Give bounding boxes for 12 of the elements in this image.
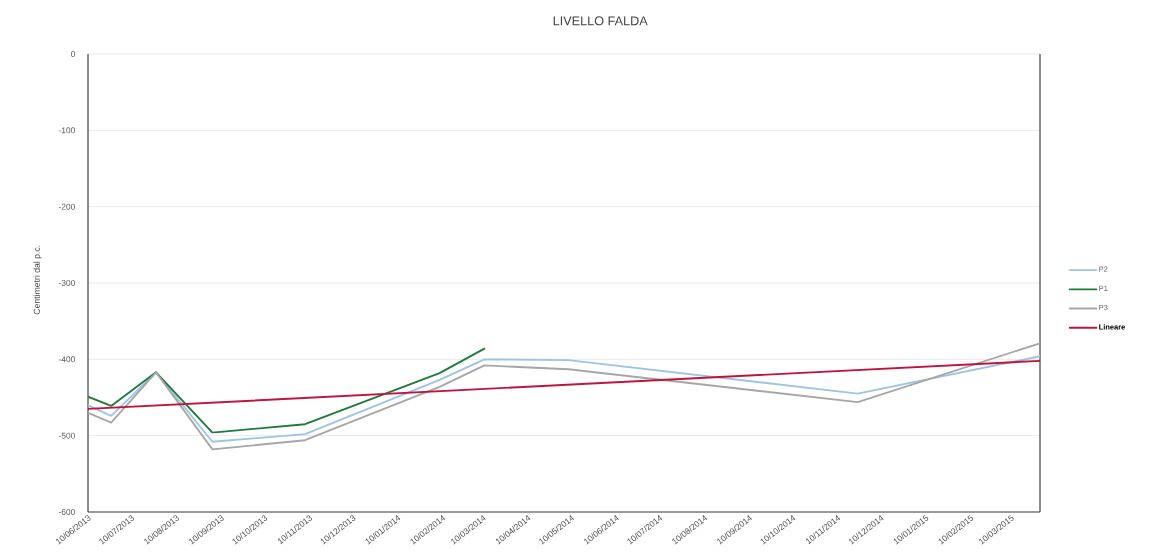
line-series — [88, 347, 486, 434]
line-series — [88, 342, 1041, 451]
y-tick-label: -600 — [58, 509, 75, 515]
y-tick-label: -400 — [58, 356, 75, 363]
y-tick-label: -300 — [58, 280, 75, 286]
y-tick-label: 0 — [70, 51, 75, 57]
line-series — [88, 355, 1041, 443]
y-tick-label: -500 — [58, 432, 75, 439]
y-axis-title: Centimetri dal p.c. — [33, 245, 42, 315]
chart-title: LIVELLO FALDA — [553, 16, 648, 26]
y-tick-label: -100 — [58, 127, 75, 134]
y-tick-label: -200 — [58, 203, 75, 210]
